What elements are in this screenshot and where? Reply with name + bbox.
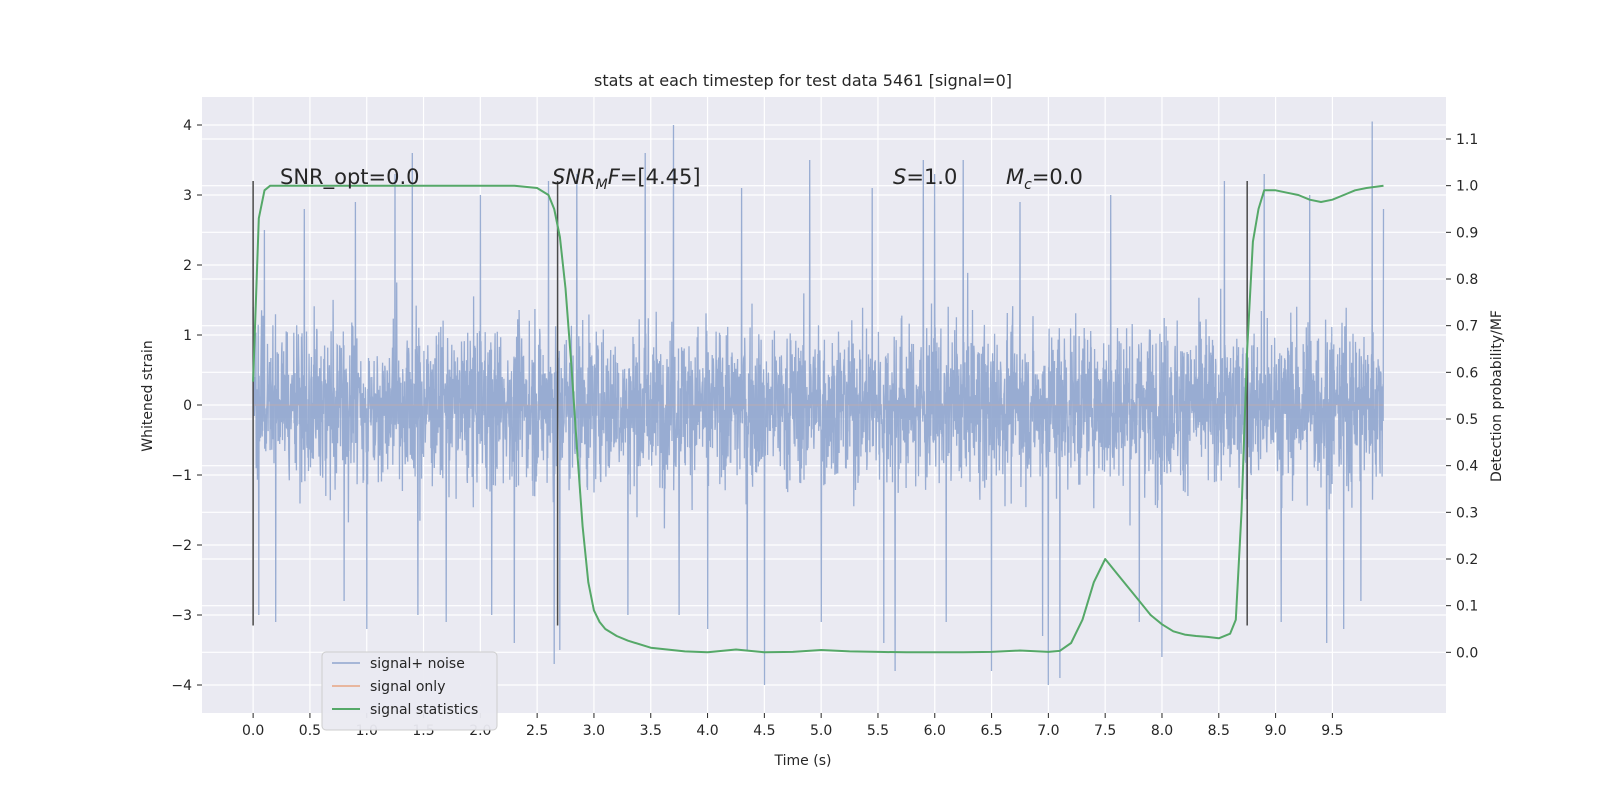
y-ticks-left: 4 3 2 1 0 −1 −2 −3 −4 bbox=[171, 118, 202, 694]
x-tick-label: 0.5 bbox=[299, 723, 321, 739]
y-tick-label: 0 bbox=[183, 398, 192, 414]
y-axis-right-label: Detection probability/MF bbox=[1489, 310, 1505, 482]
y-right-tick-label: 0.9 bbox=[1456, 225, 1478, 241]
x-tick-label: 4.5 bbox=[753, 723, 775, 739]
x-tick-label: 9.5 bbox=[1321, 723, 1343, 739]
x-tick-label: 8.5 bbox=[1208, 723, 1230, 739]
legend-label-noise: signal+ noise bbox=[370, 656, 465, 672]
x-tick-label: 9.0 bbox=[1264, 723, 1286, 739]
y-right-tick-label: 0.1 bbox=[1456, 599, 1478, 615]
y-axis-label: Whitened strain bbox=[140, 340, 156, 451]
legend: signal+ noise signal only signal statist… bbox=[321, 651, 498, 731]
x-tick-label: 3.0 bbox=[583, 723, 605, 739]
x-tick-label: 3.5 bbox=[640, 723, 662, 739]
noise-series-line bbox=[252, 121, 1385, 686]
y-tick-label: −3 bbox=[171, 608, 192, 624]
x-tick-label: 7.0 bbox=[1037, 723, 1059, 739]
y-ticks-right: 1.1 1.0 0.9 0.8 0.7 0.6 0.5 0.4 0.3 0.2 0.1 0.0 bbox=[1446, 132, 1478, 661]
x-tick-label: 6.0 bbox=[924, 723, 946, 739]
x-tick-label: 8.0 bbox=[1151, 723, 1173, 739]
y-tick-label: 1 bbox=[183, 328, 192, 344]
y-right-tick-label: 1.1 bbox=[1456, 132, 1478, 148]
noise-trace bbox=[252, 121, 1385, 686]
y-tick-label: −4 bbox=[171, 678, 192, 694]
statistics-trace bbox=[252, 184, 1384, 654]
x-tick-label: 0.0 bbox=[242, 723, 264, 739]
x-tick-label: 5.5 bbox=[867, 723, 889, 739]
y-tick-label: 4 bbox=[183, 118, 192, 134]
y-tick-label: −2 bbox=[171, 538, 192, 554]
chart-title: stats at each timestep for test data 546… bbox=[594, 71, 1012, 90]
x-tick-label: 5.0 bbox=[810, 723, 832, 739]
y-right-tick-label: 1.0 bbox=[1456, 179, 1478, 195]
y-tick-label: 3 bbox=[183, 188, 192, 204]
y-right-tick-label: 0.8 bbox=[1456, 272, 1478, 288]
y-right-tick-label: 0.0 bbox=[1456, 645, 1478, 661]
x-tick-label: 7.5 bbox=[1094, 723, 1116, 739]
legend-label-statistics: signal statistics bbox=[370, 702, 478, 718]
statistics-series-line bbox=[252, 184, 1384, 654]
y-right-tick-label: 0.5 bbox=[1456, 412, 1478, 428]
legend-box bbox=[321, 651, 498, 731]
legend-label-signal: signal only bbox=[370, 679, 445, 695]
x-axis-label: Time (s) bbox=[774, 753, 832, 769]
annotation-snr-opt: SNR_opt=0.0 bbox=[280, 165, 420, 190]
y-tick-label: −1 bbox=[171, 468, 192, 484]
y-right-tick-label: 0.4 bbox=[1456, 459, 1478, 475]
x-tick-label: 6.5 bbox=[980, 723, 1002, 739]
y-right-tick-label: 0.2 bbox=[1456, 552, 1478, 568]
y-right-tick-label: 0.7 bbox=[1456, 319, 1478, 335]
y-tick-label: 2 bbox=[183, 258, 192, 274]
annotation-s: S=1.0 bbox=[893, 165, 957, 189]
x-tick-label: 4.0 bbox=[696, 723, 718, 739]
y-right-tick-label: 0.6 bbox=[1456, 365, 1478, 381]
x-tick-label: 2.5 bbox=[526, 723, 548, 739]
annotation-mc: Mc=0.0 bbox=[1006, 165, 1083, 193]
y-right-tick-label: 0.3 bbox=[1456, 505, 1478, 521]
annotation-snr-mf: SNRMF=[4.45] bbox=[552, 165, 701, 193]
vertical-lines bbox=[252, 181, 1248, 626]
